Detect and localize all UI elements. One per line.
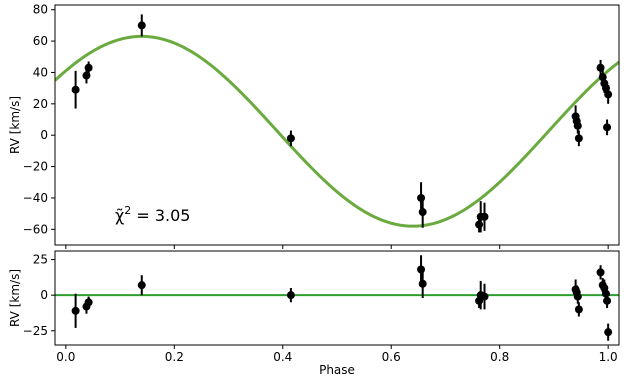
plot-area <box>55 255 619 341</box>
x-tick-label: 0.0 <box>56 350 75 364</box>
data-point <box>604 85 613 104</box>
data-point <box>418 196 427 228</box>
data-point <box>137 275 146 296</box>
model-curve <box>55 34 619 228</box>
data-point <box>480 283 489 310</box>
point-marker <box>286 134 295 143</box>
y-tick-label: 20 <box>33 97 48 111</box>
data-point <box>84 296 93 308</box>
data-point <box>603 293 612 308</box>
axes-frame <box>54 250 620 346</box>
plot-area <box>55 14 619 233</box>
data-point <box>286 130 295 147</box>
point-marker <box>286 291 295 300</box>
top-panel: −60 −40 −20 0 20 40 60 80 RV [km/s] <box>8 3 620 249</box>
data-point <box>84 61 93 75</box>
x-tick-label: 0.2 <box>165 350 184 364</box>
data-point <box>417 255 426 284</box>
point-marker <box>603 123 612 132</box>
point-marker <box>573 121 582 130</box>
data-point <box>286 288 295 303</box>
point-marker <box>137 21 146 30</box>
x-tick-label: 0.4 <box>273 350 292 364</box>
y-axis-label: RV [km/s] <box>8 96 22 154</box>
point-marker <box>418 208 427 217</box>
data-point <box>574 302 583 317</box>
chi-symbol: χ̃ <box>115 206 124 225</box>
axes-frame <box>54 4 620 246</box>
point-marker <box>84 298 93 307</box>
point-marker <box>574 305 583 314</box>
point-marker <box>137 281 146 290</box>
y-tick-label: 80 <box>33 3 48 17</box>
point-marker <box>71 85 80 94</box>
y-tick-label: −20 <box>23 160 48 174</box>
point-marker <box>603 296 612 305</box>
x-tick-label: 1.0 <box>599 350 618 364</box>
data-point <box>596 265 605 280</box>
data-point <box>71 293 80 328</box>
point-marker <box>574 134 583 143</box>
y-axis-label: RV [km/s] <box>8 269 22 327</box>
x-tick-label: 0.8 <box>490 350 509 364</box>
chi-square-annotation: χ̃2 = 3.05 <box>115 204 190 225</box>
point-marker <box>418 279 427 288</box>
point-marker <box>604 328 613 337</box>
y-tick-label: −25 <box>23 324 48 338</box>
data-point <box>71 70 80 109</box>
data-point <box>604 323 613 341</box>
data-point <box>573 289 582 304</box>
chi-value: = 3.05 <box>131 206 190 225</box>
y-tick-label: 60 <box>33 34 48 48</box>
data-point <box>480 202 489 231</box>
point-marker <box>71 306 80 315</box>
x-tick-label: 0.6 <box>382 350 401 364</box>
point-marker <box>480 212 489 221</box>
point-marker <box>601 289 610 298</box>
y-tick-label: 25 <box>33 253 48 267</box>
point-marker <box>604 90 613 99</box>
point-marker <box>84 63 93 72</box>
data-point <box>137 14 146 37</box>
point-marker <box>480 292 489 301</box>
bottom-panel: −25 0 25 0.0 0.2 0.4 0.6 0.8 1.0 RV [km/s] <box>8 250 620 364</box>
data-point <box>573 117 582 134</box>
y-tick-label: −40 <box>23 191 48 205</box>
point-marker <box>417 265 426 274</box>
y-tick-label: 0 <box>40 288 48 302</box>
x-axis-label: Phase <box>319 363 355 377</box>
y-tick-label: −60 <box>23 222 48 236</box>
y-tick-label: 40 <box>33 65 48 79</box>
data-point <box>574 130 583 147</box>
chi-superscript: 2 <box>124 204 131 217</box>
point-marker <box>573 292 582 301</box>
data-point <box>603 119 612 136</box>
point-marker <box>475 220 484 229</box>
data-point <box>418 269 427 298</box>
y-tick-label: 0 <box>40 128 48 142</box>
point-marker <box>417 193 426 202</box>
point-marker <box>596 268 605 277</box>
